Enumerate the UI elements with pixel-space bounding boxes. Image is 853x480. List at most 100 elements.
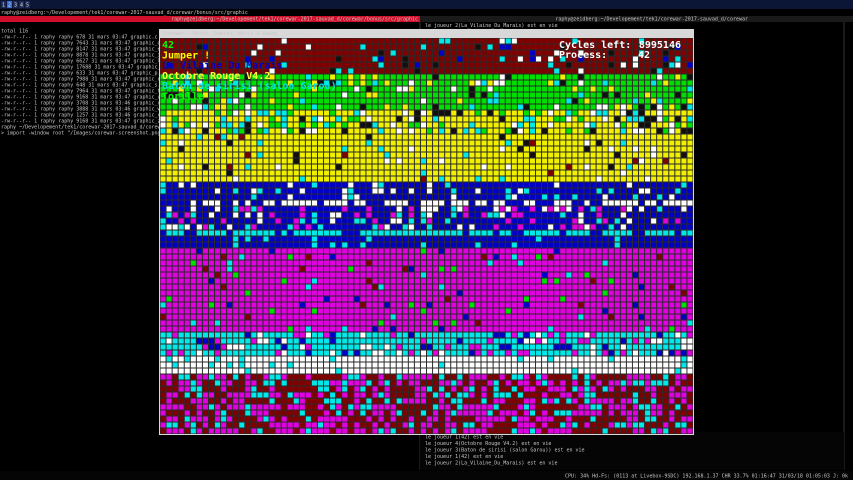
memory-cell <box>178 302 184 308</box>
memory-cell <box>208 38 215 44</box>
memory-cell <box>221 278 227 284</box>
memory-cell <box>299 86 305 92</box>
memory-cell <box>614 338 620 344</box>
memory-cell <box>608 326 614 332</box>
memory-cell <box>330 326 336 332</box>
memory-cell <box>614 122 620 128</box>
memory-cell <box>384 176 390 182</box>
memory-cell <box>638 338 645 344</box>
memory-cell <box>572 302 578 308</box>
memory-cell <box>560 266 566 272</box>
memory-cell <box>281 98 287 104</box>
memory-cell <box>330 356 336 362</box>
memory-cell <box>390 260 396 266</box>
memory-cell <box>172 92 178 98</box>
memory-cell <box>184 236 190 242</box>
memory-cell <box>227 362 233 368</box>
memory-cell <box>293 344 299 350</box>
memory-cell <box>184 92 190 98</box>
memory-cell <box>657 74 663 80</box>
memory-cell <box>221 242 227 248</box>
memory-cell <box>221 302 227 308</box>
memory-cell <box>427 344 433 350</box>
memory-cell <box>414 170 420 176</box>
memory-cell <box>178 44 184 50</box>
memory-cell <box>626 248 632 254</box>
memory-cell <box>463 236 469 242</box>
memory-cell <box>384 140 390 146</box>
memory-cell <box>439 308 445 314</box>
memory-cell <box>360 296 366 302</box>
memory-cell <box>336 308 342 314</box>
memory-cell <box>675 242 681 248</box>
memory-cell <box>414 50 420 56</box>
memory-cell <box>251 98 257 104</box>
memory-cell <box>451 326 457 332</box>
memory-cell <box>342 284 348 290</box>
memory-cell <box>548 44 554 50</box>
memory-cell <box>305 140 311 146</box>
memory-cell <box>439 116 445 122</box>
memory-cell <box>529 206 536 212</box>
memory-cell <box>523 134 529 140</box>
memory-cell <box>245 344 251 350</box>
memory-cell <box>451 314 457 320</box>
memory-cell <box>475 140 481 146</box>
memory-cell <box>614 248 620 254</box>
memory-cell <box>414 284 420 290</box>
memory-cell <box>378 224 384 230</box>
memory-cell <box>463 212 469 218</box>
memory-cell <box>269 110 275 116</box>
memory-cell <box>330 122 336 128</box>
memory-cell <box>687 56 693 62</box>
memory-cell <box>227 176 233 182</box>
memory-cell <box>596 56 602 62</box>
memory-cell <box>251 344 257 350</box>
memory-cell <box>348 218 354 224</box>
memory-cell <box>233 296 239 302</box>
memory-cell <box>269 104 275 110</box>
memory-cell <box>396 38 402 44</box>
memory-cell <box>578 140 584 146</box>
memory-cell <box>354 98 360 104</box>
memory-cell <box>245 206 251 212</box>
memory-cell <box>360 164 366 170</box>
memory-cell <box>602 266 608 272</box>
memory-cell <box>681 356 687 362</box>
memory-cell <box>578 182 584 188</box>
memory-cell <box>190 188 196 194</box>
memory-cell <box>366 116 372 122</box>
memory-cell <box>439 332 445 338</box>
memory-cell <box>608 242 614 248</box>
memory-cell <box>687 314 693 320</box>
memory-cell <box>554 278 560 284</box>
memory-cell <box>305 206 311 212</box>
memory-cell <box>675 68 681 74</box>
memory-cell <box>463 62 469 68</box>
memory-cell <box>378 74 384 80</box>
memory-cell <box>517 206 523 212</box>
memory-cell <box>257 158 263 164</box>
memory-cell <box>390 326 396 332</box>
memory-cell <box>408 314 414 320</box>
memory-cell <box>457 368 463 374</box>
memory-cell <box>663 290 669 296</box>
memory-cell <box>517 320 523 326</box>
memory-cell <box>475 128 481 134</box>
memory-cell <box>360 266 366 272</box>
memory-cell <box>681 98 687 104</box>
memory-cell <box>184 74 190 80</box>
memory-cell <box>160 212 166 218</box>
memory-cell <box>554 116 560 122</box>
memory-cell <box>348 242 354 248</box>
memory-cell <box>372 110 378 116</box>
memory-cell <box>463 260 469 266</box>
memory-cell <box>215 368 221 374</box>
memory-cell <box>463 206 469 212</box>
memory-cell <box>178 242 184 248</box>
memory-cell <box>602 272 608 278</box>
memory-cell <box>572 218 578 224</box>
memory-cell <box>420 164 426 170</box>
memory-cell <box>590 116 596 122</box>
memory-cell <box>208 272 215 278</box>
